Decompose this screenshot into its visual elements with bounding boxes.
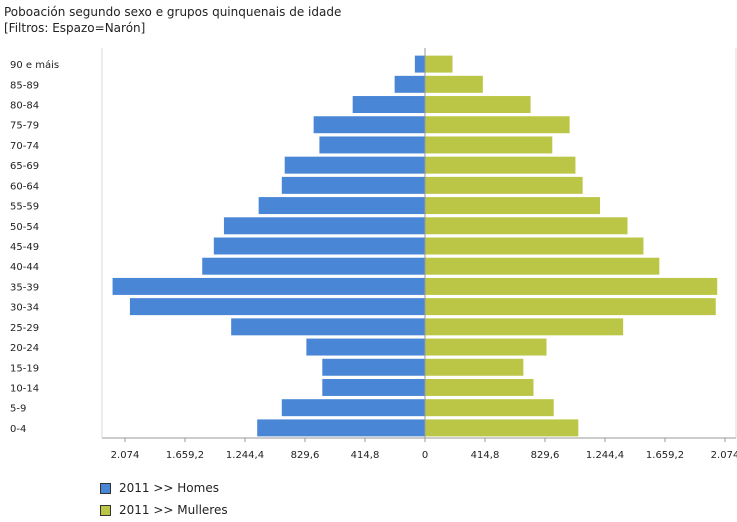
bar-homes-12[interactable] [129, 298, 425, 316]
bar-mulleres-17[interactable] [425, 399, 554, 417]
y-tick-label: 85-89 [10, 80, 39, 91]
bar-homes-4[interactable] [319, 136, 425, 154]
x-tick-label: 414,8 [351, 450, 380, 461]
y-tick-label: 65-69 [10, 161, 39, 172]
y-tick-label: 40-44 [10, 262, 39, 273]
bar-homes-9[interactable] [213, 237, 425, 255]
bar-mulleres-1[interactable] [425, 75, 483, 93]
bar-mulleres-6[interactable] [425, 176, 583, 194]
bar-homes-8[interactable] [223, 217, 425, 235]
bar-homes-0[interactable] [414, 55, 425, 73]
x-tick-label: 1.244,4 [226, 450, 264, 461]
bar-mulleres-9[interactable] [425, 237, 644, 255]
legend-label-homes: 2011 >> Homes [119, 481, 219, 495]
y-tick-label: 50-54 [10, 222, 39, 233]
y-tick-label: 45-49 [10, 242, 39, 253]
x-tick-label: 0 [422, 450, 428, 461]
x-tick-label: 1.659,2 [166, 450, 204, 461]
bar-homes-7[interactable] [258, 197, 425, 215]
bar-homes-2[interactable] [352, 96, 425, 114]
y-tick-label: 35-39 [10, 282, 39, 293]
bar-homes-1[interactable] [394, 75, 425, 93]
chart-title-block: Poboación segundo sexo e grupos quinquen… [4, 4, 341, 36]
bar-mulleres-18[interactable] [425, 419, 579, 437]
chart-title: Poboación segundo sexo e grupos quinquen… [4, 5, 342, 19]
bar-homes-18[interactable] [257, 419, 425, 437]
y-tick-label: 60-64 [10, 181, 39, 192]
y-tick-label: 30-34 [10, 303, 39, 314]
bar-homes-5[interactable] [284, 156, 425, 174]
bar-mulleres-11[interactable] [425, 277, 718, 295]
bar-homes-10[interactable] [202, 257, 425, 275]
y-tick-label: 20-24 [10, 343, 39, 354]
y-tick-label: 80-84 [10, 101, 39, 112]
y-tick-label: 0-4 [10, 424, 26, 435]
bar-mulleres-3[interactable] [425, 116, 570, 134]
bar-mulleres-2[interactable] [425, 96, 531, 114]
legend-swatch-homes [100, 482, 111, 494]
population-pyramid-chart: 90 e máis 85-89 80-84 75-79 70-74 65-69 60-64 5… [10, 48, 737, 461]
y-tick-label: 55-59 [10, 202, 39, 213]
bar-homes-13[interactable] [231, 318, 425, 336]
bar-mulleres-14[interactable] [425, 338, 547, 356]
bar-mulleres-0[interactable] [425, 55, 453, 73]
bar-mulleres-7[interactable] [425, 197, 601, 215]
y-tick-label: 5-9 [10, 404, 26, 415]
y-tick-label: 90 e máis [10, 59, 59, 71]
x-tick-label: 829,6 [531, 450, 560, 461]
bar-homes-17[interactable] [281, 399, 425, 417]
y-tick-label: 75-79 [10, 121, 39, 132]
x-tick-label: 829,6 [291, 450, 320, 461]
legend-item-mulleres[interactable]: 2011 >> Mulleres [100, 500, 228, 520]
x-tick-label: 414,8 [471, 450, 500, 461]
y-tick-label: 70-74 [10, 141, 39, 152]
bar-homes-3[interactable] [313, 116, 425, 134]
x-tick-label: 1.659,2 [646, 450, 684, 461]
bar-homes-11[interactable] [112, 277, 425, 295]
legend-item-homes[interactable]: 2011 >> Homes [100, 478, 228, 498]
y-tick-label: 25-29 [10, 323, 39, 334]
bar-mulleres-13[interactable] [425, 318, 624, 336]
legend-swatch-mulleres [100, 504, 111, 516]
x-tick-label: 2.074 [111, 450, 140, 461]
y-tick-label: 10-14 [10, 383, 39, 394]
chart-subtitle: [Filtros: Espazo=Narón] [4, 21, 146, 35]
x-tick-label: 2.074 [711, 450, 737, 461]
bar-homes-6[interactable] [281, 176, 425, 194]
bar-mulleres-8[interactable] [425, 217, 628, 235]
x-tick-label: 1.244,4 [586, 450, 624, 461]
bar-mulleres-16[interactable] [425, 378, 534, 396]
bar-homes-15[interactable] [322, 358, 425, 376]
bar-mulleres-4[interactable] [425, 136, 553, 154]
bar-homes-14[interactable] [306, 338, 425, 356]
x-axis: 2.074 1.659,2 1.244,4 829,6 414,8 0 414,8 829,6… [101, 48, 737, 461]
bar-mulleres-5[interactable] [425, 156, 576, 174]
legend: 2011 >> Homes 2011 >> Mulleres [100, 478, 228, 522]
bar-mulleres-10[interactable] [425, 257, 660, 275]
y-axis-labels: 90 e máis 85-89 80-84 75-79 70-74 65-69 60-64 5… [10, 59, 59, 435]
bar-mulleres-12[interactable] [425, 298, 716, 316]
bar-homes-16[interactable] [322, 378, 425, 396]
y-tick-label: 15-19 [10, 363, 39, 374]
bars-group [112, 55, 718, 437]
legend-label-mulleres: 2011 >> Mulleres [119, 503, 228, 517]
bar-mulleres-15[interactable] [425, 358, 524, 376]
